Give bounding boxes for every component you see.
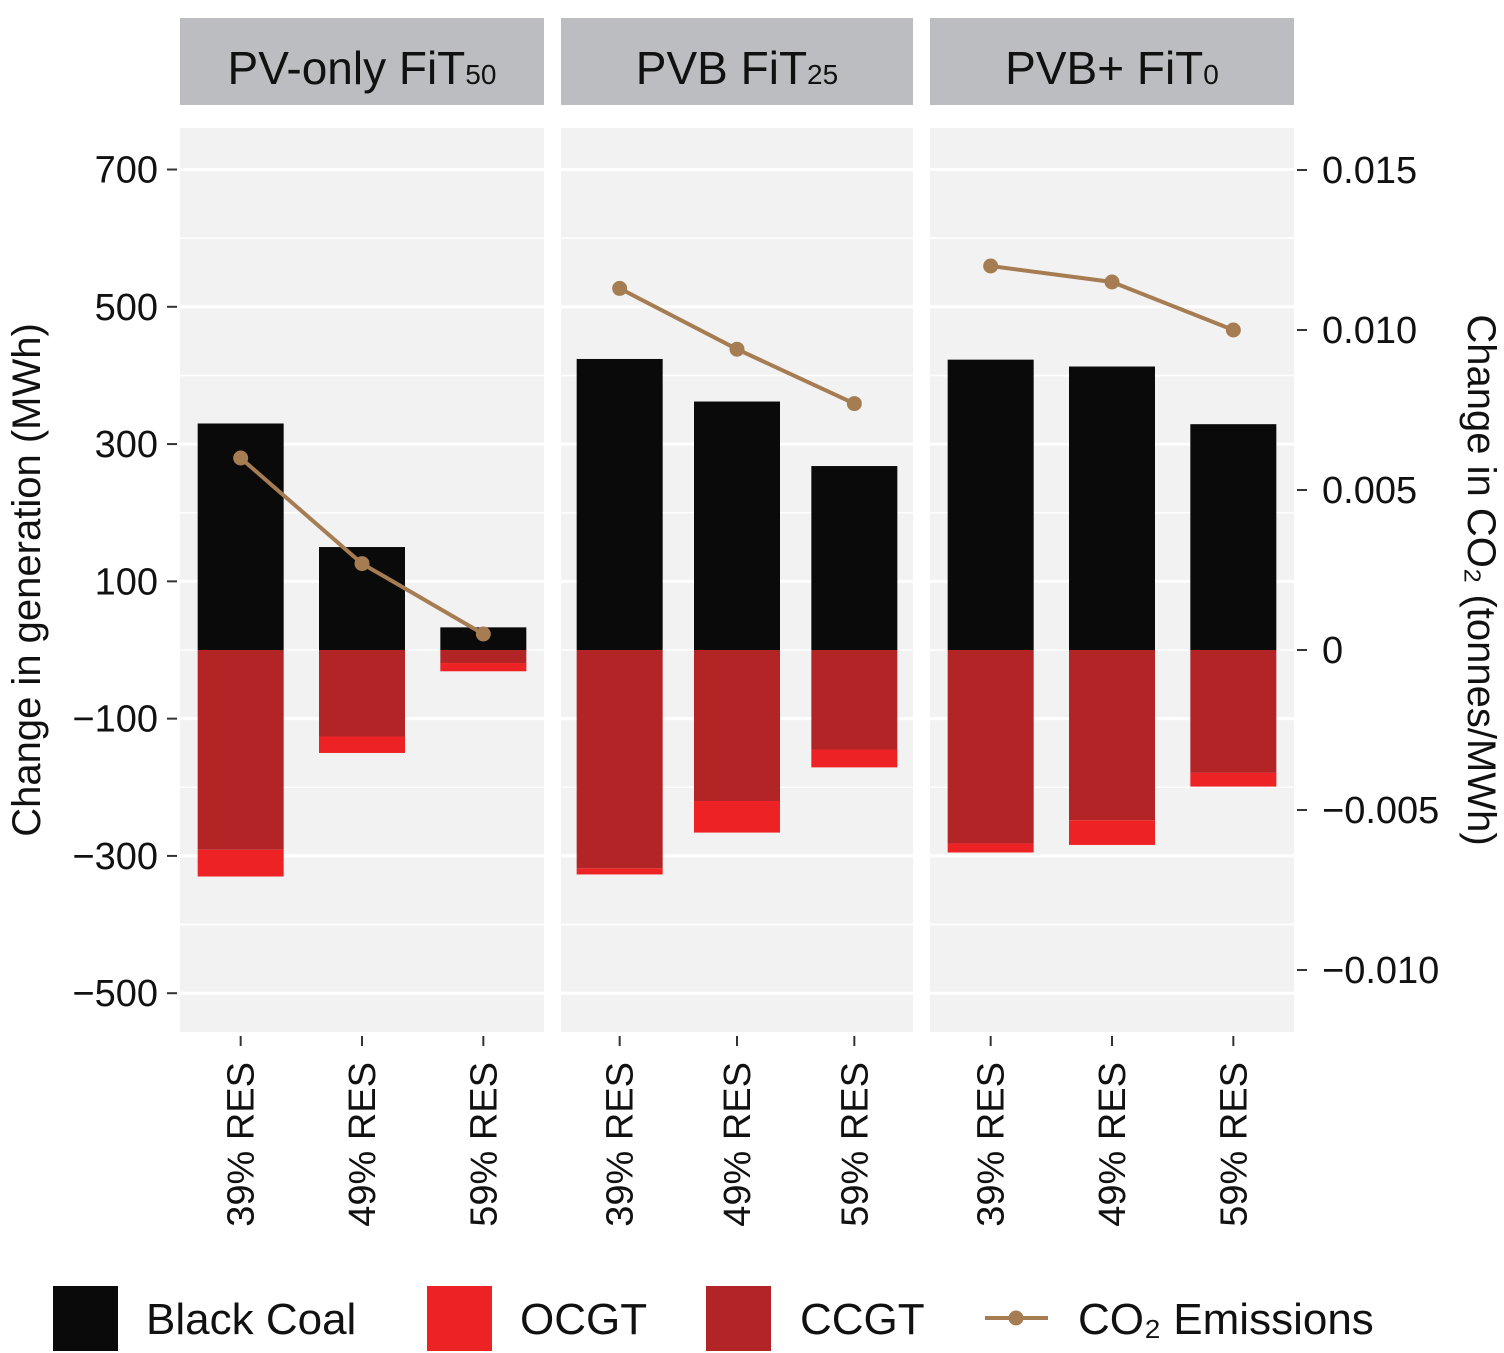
- y-tick-label: 300: [95, 424, 158, 466]
- bar-ocgt: [947, 843, 1034, 853]
- facet-strip: [180, 18, 544, 105]
- y-right-tick-label: −0.005: [1322, 790, 1439, 832]
- y-tick-label: 100: [95, 561, 158, 603]
- x-tick-label: 49% RES: [1092, 1062, 1134, 1227]
- bar-ccgt: [694, 650, 780, 802]
- legend-label: CCGT: [800, 1295, 925, 1344]
- facet-title: PV-only FiT50: [228, 42, 497, 94]
- panel-1: PV-only FiT50 39% RES 49% RES 59% RES: [180, 18, 544, 1227]
- left-axis: 700 500 300 100 −100 −300 −500: [72, 150, 177, 1015]
- co2-point: [475, 626, 491, 642]
- y-axis-right-title: Change in CO₂ (tonnes/MWh): [1459, 314, 1503, 845]
- x-tick-label: 49% RES: [342, 1062, 384, 1227]
- legend-label: CO₂ Emissions: [1078, 1295, 1374, 1344]
- x-tick-label: 59% RES: [834, 1062, 876, 1227]
- co2-point: [612, 280, 628, 296]
- legend-label: Black Coal: [146, 1295, 356, 1344]
- bar-black-coal: [694, 401, 780, 650]
- co2-point: [354, 556, 370, 572]
- x-tick-label: 39% RES: [600, 1062, 642, 1227]
- legend-key: [706, 1286, 771, 1351]
- x-tick-label: 39% RES: [971, 1062, 1013, 1227]
- facet-title: PVB+ FiT0: [1005, 42, 1219, 94]
- legend-label: OCGT: [520, 1295, 647, 1344]
- y-tick-label: 700: [95, 150, 158, 192]
- x-tick-label: 39% RES: [221, 1062, 263, 1227]
- bar-black-coal: [1069, 366, 1155, 650]
- x-tick-label: 59% RES: [1213, 1062, 1255, 1227]
- legend-line-marker: [1008, 1310, 1024, 1326]
- co2-point: [1104, 274, 1120, 290]
- bar-ccgt: [197, 650, 284, 850]
- y-tick-label: −100: [72, 699, 158, 741]
- legend-key: [427, 1286, 492, 1351]
- y-right-tick-label: −0.010: [1322, 950, 1439, 992]
- y-right-tick-label: 0: [1322, 630, 1343, 672]
- panel-3: PVB+ FiT0 39% RES 49% RES 59% RES: [930, 18, 1294, 1227]
- y-right-tick-label: 0.005: [1322, 470, 1417, 512]
- bar-ccgt: [319, 650, 405, 737]
- y-right-tick-label: 0.015: [1322, 150, 1417, 192]
- bar-ccgt: [576, 650, 663, 869]
- legend: Black Coal OCGT CCGT CO₂ Emissions: [53, 1286, 1374, 1351]
- bar-ocgt: [319, 736, 405, 753]
- facet-title: PVB FiT25: [636, 42, 838, 94]
- bar-black-coal: [1190, 424, 1277, 650]
- bar-ccgt: [947, 650, 1034, 844]
- bar-ocgt: [197, 849, 284, 877]
- co2-point: [1225, 322, 1241, 338]
- co2-point: [983, 258, 999, 274]
- panel-2: PVB FiT25 39% RES 49% RES 59% RES: [561, 18, 913, 1227]
- bar-ccgt: [1069, 650, 1155, 821]
- bar-ocgt: [440, 663, 527, 672]
- y-axis-title: Change in generation (MWh): [5, 323, 49, 837]
- y-tick-label: −300: [72, 836, 158, 878]
- bar-ccgt: [440, 650, 527, 664]
- bar-ocgt: [1069, 820, 1155, 845]
- bar-ocgt: [694, 801, 780, 833]
- facet-strip: [561, 18, 913, 105]
- co2-point: [729, 341, 745, 357]
- bar-black-coal: [576, 358, 663, 650]
- x-tick-label: 49% RES: [717, 1062, 759, 1227]
- bar-ocgt: [576, 868, 663, 875]
- x-tick-label: 59% RES: [463, 1062, 505, 1227]
- bar-ocgt: [811, 749, 898, 768]
- right-axis: 0.015 0.010 0.005 0 −0.005 −0.010: [1297, 150, 1439, 992]
- bar-ccgt: [811, 650, 898, 750]
- y-tick-label: −500: [72, 973, 158, 1015]
- legend-key: [53, 1286, 118, 1351]
- y-right-tick-label: 0.010: [1322, 310, 1417, 352]
- bar-ocgt: [1190, 772, 1277, 787]
- co2-point: [846, 396, 862, 412]
- co2-point: [233, 450, 249, 466]
- bar-black-coal: [947, 359, 1034, 650]
- bar-ccgt: [1190, 650, 1277, 773]
- bar-black-coal: [811, 466, 898, 650]
- facet-strip: [930, 18, 1294, 105]
- y-tick-label: 500: [95, 287, 158, 329]
